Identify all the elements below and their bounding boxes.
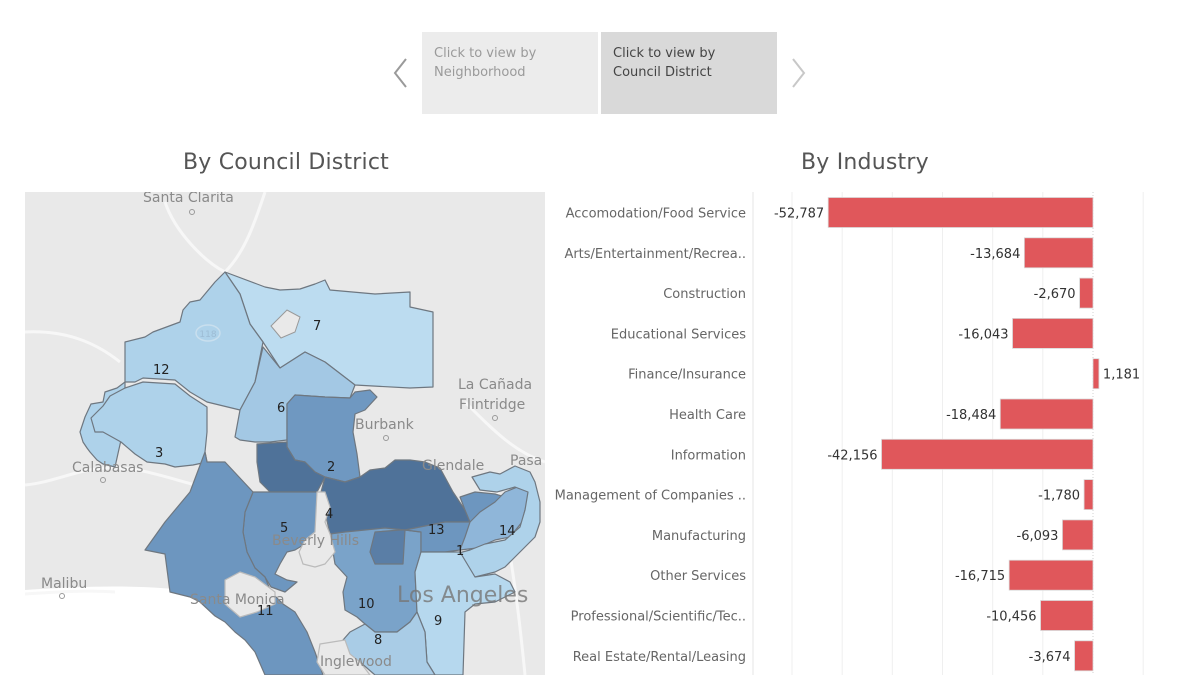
value-label: -18,484 (946, 408, 996, 423)
category-label: Educational Services (611, 327, 746, 342)
chart-title: By Industry (801, 150, 929, 175)
bar[interactable] (1040, 600, 1094, 631)
map-ocean (25, 586, 320, 675)
value-label: -16,715 (955, 569, 1005, 584)
bar[interactable] (1062, 519, 1094, 551)
value-label: -52,787 (774, 207, 824, 222)
place-label: Beverly Hills (272, 533, 359, 549)
district-4-south[interactable] (369, 529, 406, 565)
tab-council-line1: Click to view by (613, 46, 716, 61)
place-label: Inglewood (320, 654, 392, 670)
district-label: 14 (499, 524, 516, 539)
value-label: -42,156 (827, 448, 877, 463)
value-label: -16,043 (958, 327, 1008, 342)
tab-view-by-neighborhood[interactable]: Click to view by Neighborhood (422, 32, 598, 114)
bar[interactable] (1074, 640, 1094, 672)
bars (827, 197, 1100, 672)
tab-neighborhood-line2: Neighborhood (434, 65, 526, 80)
bar[interactable] (999, 398, 1094, 430)
category-label: Construction (663, 287, 746, 302)
santa-monica-area (224, 571, 276, 618)
district-label: 9 (434, 614, 442, 629)
bar[interactable] (881, 438, 1094, 470)
tab-neighborhood-line1: Click to view by (434, 46, 537, 61)
next-arrow-button[interactable] (788, 56, 808, 90)
highway-118-shield-icon: 118 (195, 324, 221, 342)
category-label: Real Estate/Rental/Leasing (573, 650, 746, 665)
value-label: -1,780 (1038, 489, 1080, 504)
district-label: 6 (277, 401, 285, 416)
district-label: 7 (313, 319, 321, 334)
city-marker-icon (492, 415, 498, 421)
bar[interactable] (1083, 479, 1094, 511)
category-label: Other Services (650, 569, 746, 584)
city-marker-icon (189, 209, 195, 215)
previous-arrow-button[interactable] (391, 56, 411, 90)
san-fernando-enclave (270, 309, 301, 339)
city-marker-icon (383, 435, 389, 441)
district-label: 4 (325, 507, 333, 522)
highway-shield-label: 118 (199, 330, 216, 340)
district-label: 1 (456, 544, 464, 559)
category-label: Accomodation/Food Service (566, 207, 746, 222)
category-labels: Accomodation/Food Service Arts/Entertainm… (555, 207, 747, 665)
bar[interactable] (1092, 358, 1100, 390)
value-label: -13,684 (970, 247, 1020, 262)
category-label: Manufacturing (652, 529, 746, 544)
category-label: Health Care (669, 408, 746, 423)
bar[interactable] (1023, 237, 1094, 269)
district-label: 10 (358, 597, 375, 612)
industry-bar-chart: Accomodation/Food Service Arts/Entertainm… (545, 192, 1200, 675)
value-label: -6,093 (1017, 529, 1059, 544)
place-label: Santa Monica (190, 592, 285, 608)
category-label: Arts/Entertainment/Recrea.. (564, 247, 746, 262)
bar[interactable] (1079, 277, 1094, 309)
value-label: -2,670 (1034, 287, 1076, 302)
category-label: Professional/Scientific/Tec.. (571, 610, 746, 625)
inglewood-area (316, 639, 371, 675)
category-label: Finance/Insurance (628, 368, 746, 383)
district-label: 3 (155, 446, 163, 461)
place-label: Flintridge (459, 397, 525, 413)
place-label: Pasa (510, 453, 542, 469)
value-label: 1,181 (1103, 368, 1140, 383)
tab-council-line2: Council District (613, 65, 712, 80)
chevron-left-icon (393, 58, 407, 88)
council-district-map[interactable]: 118 Santa Clarita La Cañada Flintridge B… (25, 192, 545, 675)
place-labels: Santa Clarita La Cañada Flintridge Burba… (41, 192, 542, 670)
district-4-north[interactable] (256, 441, 326, 493)
value-labels: -52,787 -13,684 -2,670 -16,043 1,181 -18,484 -… (774, 207, 1140, 665)
bar[interactable] (1012, 318, 1094, 349)
bar[interactable] (1008, 559, 1094, 591)
district-7[interactable] (224, 271, 434, 389)
place-label: La Cañada (458, 377, 532, 393)
district-label: 5 (280, 521, 288, 536)
place-label: Glendale (422, 458, 484, 474)
chevron-right-icon (792, 58, 806, 88)
place-label: Calabasas (72, 460, 143, 476)
place-label: Burbank (355, 417, 415, 433)
place-label: Los Angeles (397, 583, 528, 608)
district-labels: 12 7 6 3 2 4 5 13 1 14 11 10 8 9 (153, 319, 516, 648)
beverly-hills-area (298, 491, 336, 568)
place-label: Malibu (41, 576, 87, 592)
district-label: 11 (257, 604, 274, 619)
place-label: Santa Clarita (143, 192, 234, 206)
map-title: By Council District (183, 150, 389, 175)
district-label: 8 (374, 633, 382, 648)
gridlines (752, 192, 1144, 675)
district-11[interactable] (144, 451, 324, 675)
category-label: Information (671, 448, 746, 463)
district-label: 12 (153, 363, 170, 378)
city-marker-icon (59, 593, 65, 599)
bar[interactable] (827, 197, 1094, 228)
value-label: -10,456 (986, 610, 1036, 625)
district-label: 13 (428, 523, 445, 538)
city-marker-icon (100, 477, 106, 483)
value-label: -3,674 (1029, 650, 1071, 665)
category-label: Management of Companies .. (555, 489, 746, 504)
district-3[interactable] (90, 381, 208, 468)
tab-view-by-council-district[interactable]: Click to view by Council District (601, 32, 777, 114)
district-label: 2 (327, 460, 335, 475)
